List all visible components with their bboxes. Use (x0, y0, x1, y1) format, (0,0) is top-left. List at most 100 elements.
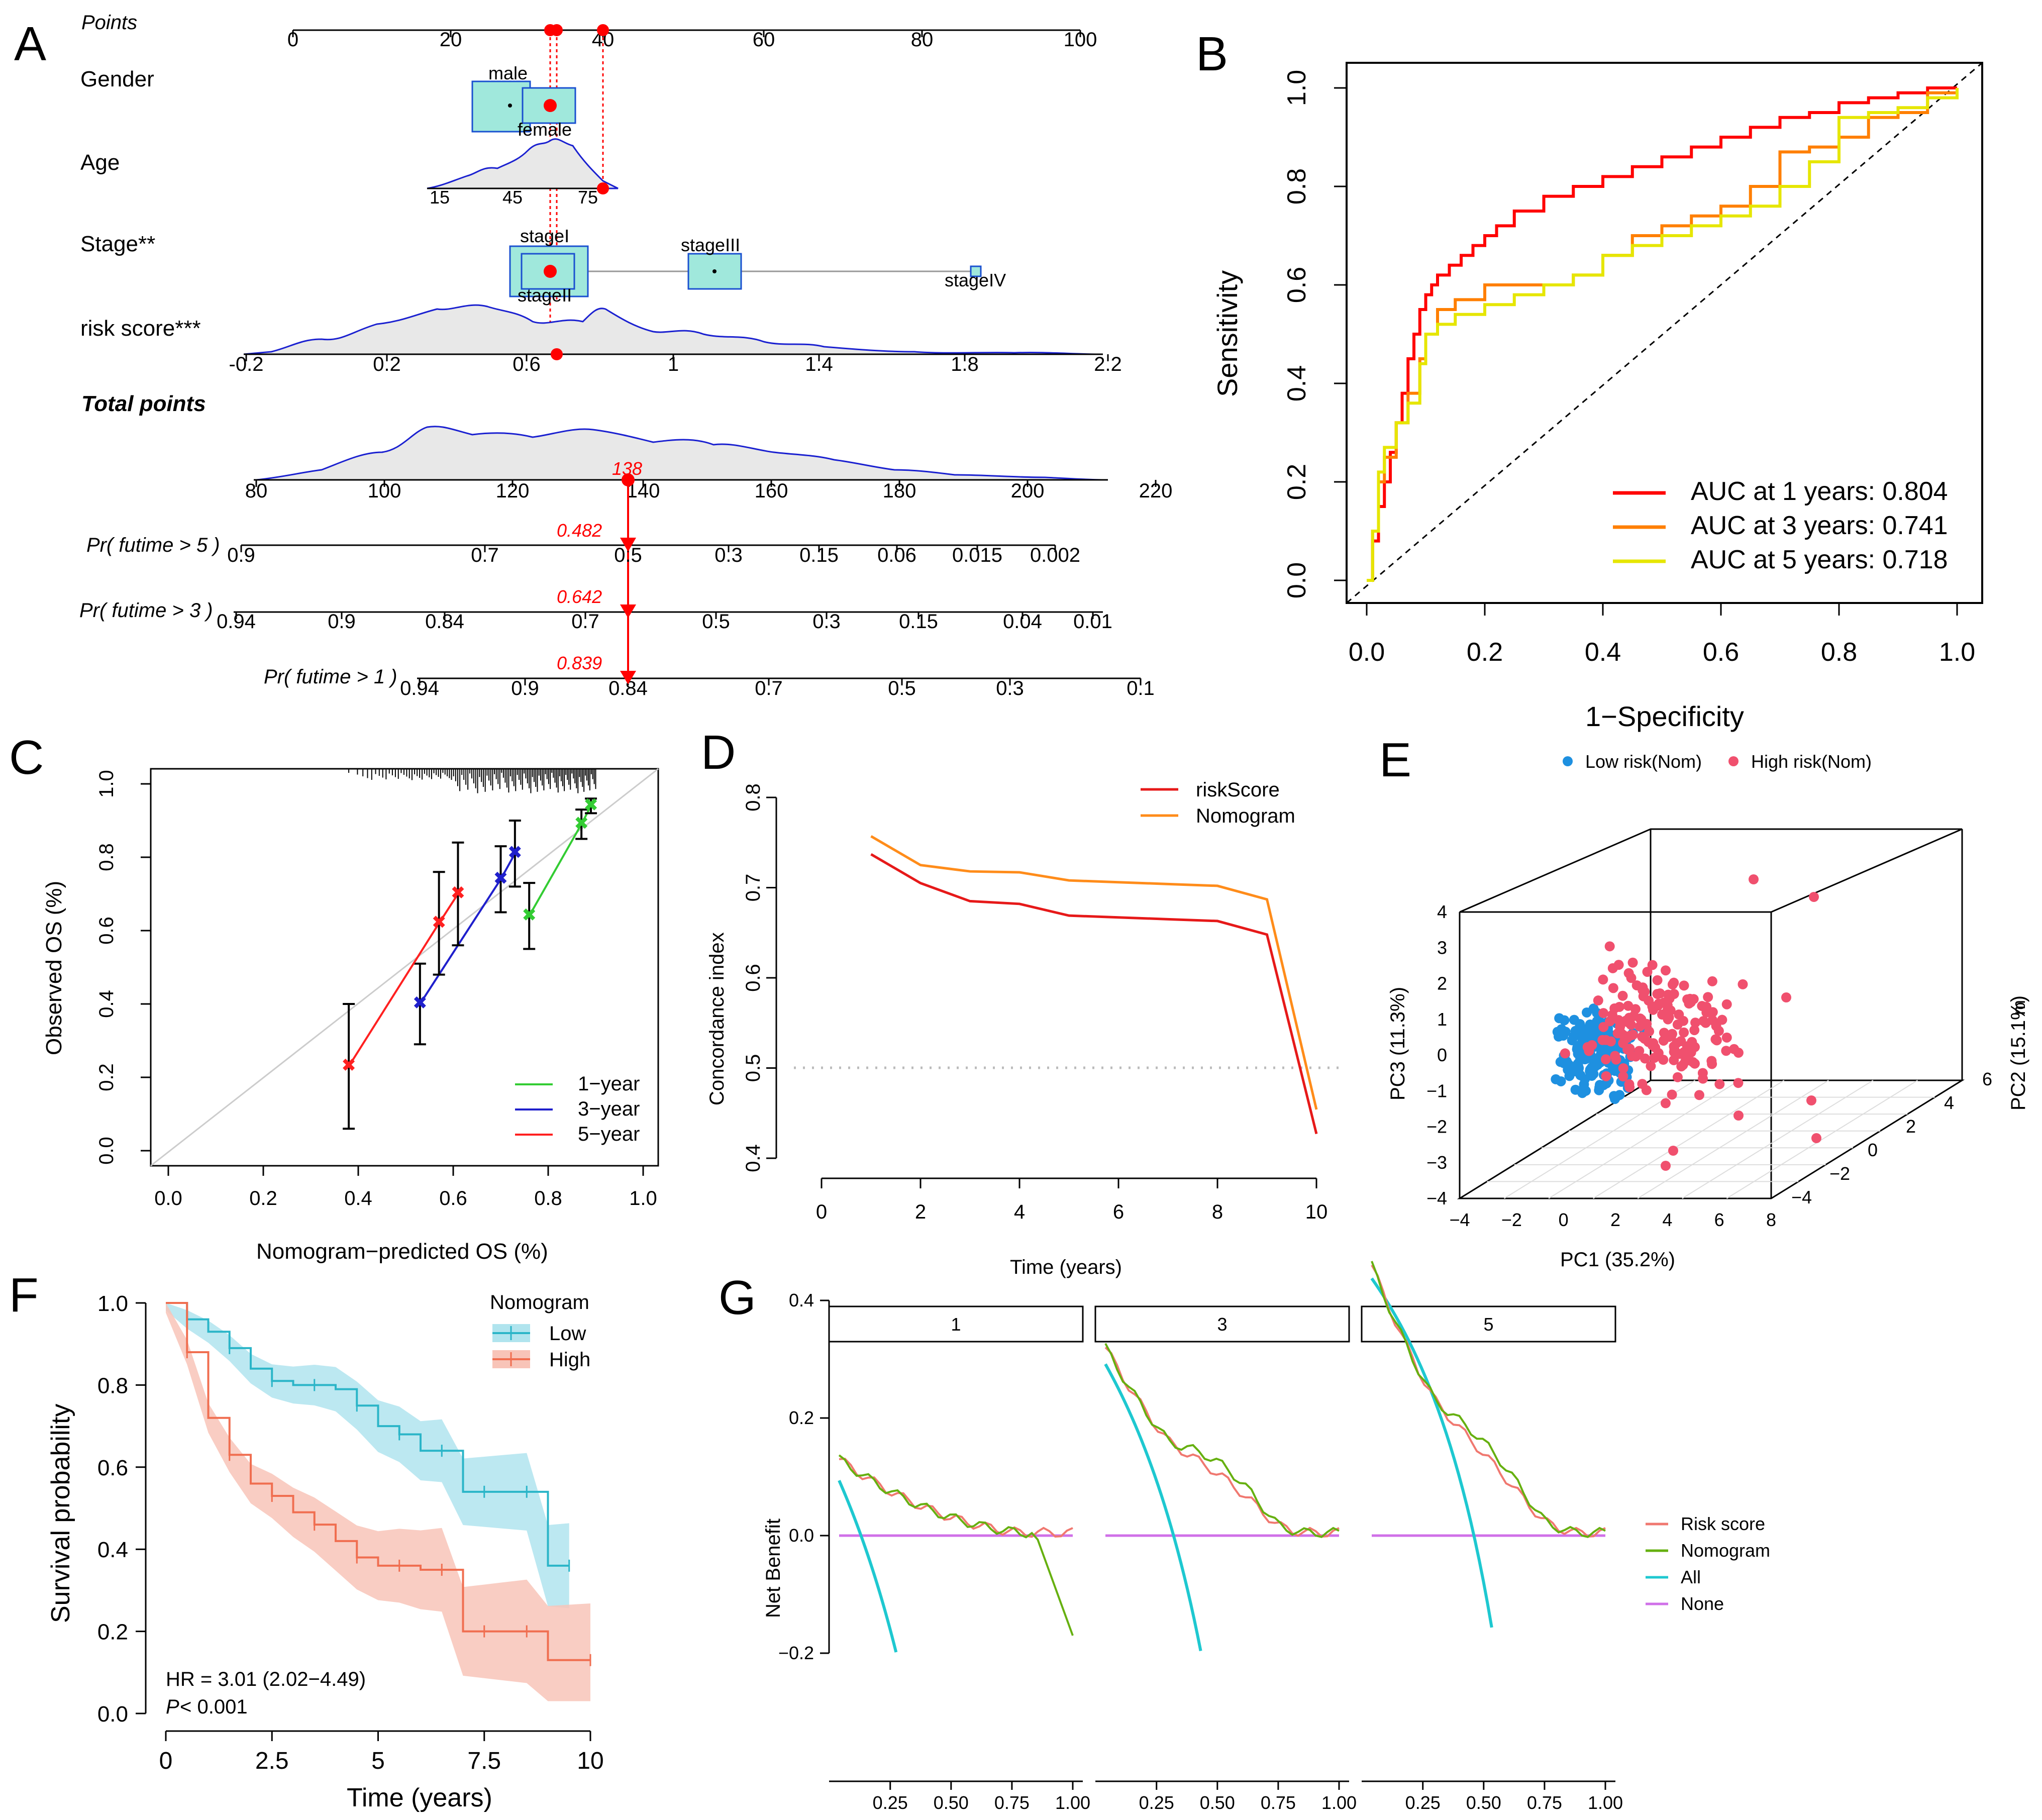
pca-point-high (1733, 1078, 1744, 1088)
dca-xtick: 0.25 (1139, 1792, 1174, 1813)
pca-xtick: −2 (1501, 1209, 1522, 1230)
calibration-ylabel: Observed OS (%) (42, 881, 66, 1055)
pca-point-high (1630, 1051, 1641, 1062)
pca-point-low (1554, 1013, 1565, 1024)
roc-xtick: 0.0 (1349, 638, 1385, 667)
pca-point-low (1592, 1060, 1603, 1070)
pr5-tick-label: 0.002 (1030, 544, 1080, 566)
pca-zlabel: PC3 (11.3%) (1387, 987, 1409, 1100)
pca-xlabel: PC1 (35.2%) (1560, 1249, 1675, 1271)
pca-point-high (1560, 1048, 1570, 1059)
pca-point-high (1811, 1133, 1821, 1143)
row-label-points: Points (81, 12, 137, 34)
roc-ytick: 0.8 (1282, 168, 1311, 205)
pca-ytick: −2 (1829, 1163, 1850, 1184)
total-points-tick-label: 160 (755, 480, 788, 502)
dca-legend-label: Risk score (1681, 1513, 1765, 1534)
dca-xtick: 0.75 (1261, 1792, 1296, 1813)
dca-facet-strip (1094, 1305, 1350, 1343)
pca-point-high (1672, 1020, 1683, 1030)
pca-ztick: −4 (1426, 1188, 1447, 1208)
pca-point-high (1604, 941, 1615, 952)
cindex-xtick: 0 (816, 1201, 827, 1223)
row-label-gender: Gender (80, 67, 154, 91)
pca-point-high (1658, 1035, 1669, 1046)
cindex-line (870, 835, 1318, 1110)
age-tick-75: 75 (578, 187, 598, 208)
gender-male-box (471, 80, 531, 133)
cindex-xtick: 4 (1014, 1201, 1025, 1223)
pr1-tick-label: 0.5 (888, 677, 916, 699)
pca-point-low (1594, 1085, 1604, 1095)
age-density (427, 138, 619, 189)
pca-point-high (1687, 1040, 1698, 1051)
pca-point-high (1697, 1068, 1708, 1078)
pca-point-high (1707, 976, 1717, 986)
pca-point-high (1733, 1110, 1744, 1121)
pr5-tick-label: 0.15 (799, 544, 839, 566)
pca-point-low (1584, 1025, 1594, 1035)
dca-xtick: 0.50 (1200, 1792, 1235, 1813)
pca-ytick: −4 (1791, 1187, 1812, 1207)
pca-point-high (1650, 1042, 1661, 1053)
dca-facet-strip (828, 1305, 1084, 1343)
total-points-tick-label: 120 (496, 480, 530, 502)
pca-ytick: 0 (1868, 1140, 1878, 1160)
pca-point-high (1637, 1032, 1648, 1042)
total-points-tick-label: 100 (368, 480, 401, 502)
pca-ylabel: PC2 (15.1%) (2007, 995, 2029, 1110)
dca-xtick: 0.75 (1527, 1792, 1562, 1813)
pca-point-high (1642, 1019, 1652, 1029)
dca-facet-label: 3 (1217, 1314, 1227, 1335)
total-points-density (256, 426, 1106, 481)
cindex-xtick: 8 (1212, 1201, 1223, 1223)
calibration-ytick: 0.6 (95, 917, 118, 945)
dca-xtick: 0.25 (1405, 1792, 1441, 1813)
pca-point-high (1688, 1057, 1698, 1067)
roc-series-line (1367, 88, 1959, 582)
roc-panel: 0.0 0.2 0.4 0.6 0.8 1.0 0.0 0.2 0.4 0.6 0.8 1.0 1−S… (1211, 62, 1983, 732)
pca-point-high (1624, 1082, 1635, 1092)
pr3-highlight: 0.642 (557, 586, 602, 607)
row-label-stage: Stage** (80, 232, 155, 256)
dca-xtick: 0.25 (873, 1792, 908, 1813)
risk-score-density (243, 304, 1101, 355)
pca-point-low (1574, 1040, 1585, 1051)
pca-xtick: 6 (1714, 1209, 1724, 1230)
dca-facet-label: 5 (1483, 1314, 1493, 1335)
stage-level-iii: stageIII (681, 235, 740, 255)
calibration-ytick: 0.0 (95, 1137, 118, 1165)
pr1-tick-label: 0.3 (996, 677, 1024, 699)
dca-all-curve (838, 1480, 898, 1653)
roc-legend-label: AUC at 5 years: 0.718 (1691, 545, 1948, 574)
pca-point-high (1598, 1008, 1609, 1019)
pr3-tick-label: 0.3 (812, 611, 841, 633)
pr3-tick-label: 0.9 (328, 611, 356, 633)
roc-ytick: 0.6 (1282, 267, 1311, 303)
pca-point-high (1618, 1063, 1628, 1073)
panel-label-c: C (9, 731, 44, 784)
pca-point-low (1551, 1074, 1561, 1084)
stage-level-iv: stageIV (945, 270, 1006, 290)
pca-point-low (1582, 1007, 1592, 1018)
panel-label-d: D (701, 726, 736, 779)
km-legend-label: High (549, 1349, 590, 1371)
row-label-pr1: Pr( futime > 1 ) (264, 666, 397, 688)
pca-point-high (1631, 980, 1642, 990)
cindex-xtick: 6 (1113, 1201, 1124, 1223)
pca-point-high (1694, 1090, 1704, 1100)
calibration-ytick: 1.0 (95, 770, 118, 798)
cindex-legend-label: riskScore (1196, 779, 1280, 801)
pca-point-high (1644, 1026, 1655, 1037)
roc-xtick: 0.8 (1821, 638, 1857, 667)
pr5-highlight: 0.482 (557, 520, 602, 541)
risk-score-tick-label: 0.6 (513, 353, 541, 375)
dca-xtick: 0.75 (994, 1792, 1030, 1813)
pca-xtick: 2 (1610, 1209, 1620, 1230)
pca-point-high (1627, 957, 1638, 968)
points-tick-label: 100 (1064, 29, 1097, 51)
pca-ztick: 4 (1437, 901, 1447, 922)
pca-point-high (1721, 999, 1732, 1009)
pr3-tick-label: 0.01 (1073, 611, 1112, 633)
km-ci-band (166, 1303, 569, 1608)
